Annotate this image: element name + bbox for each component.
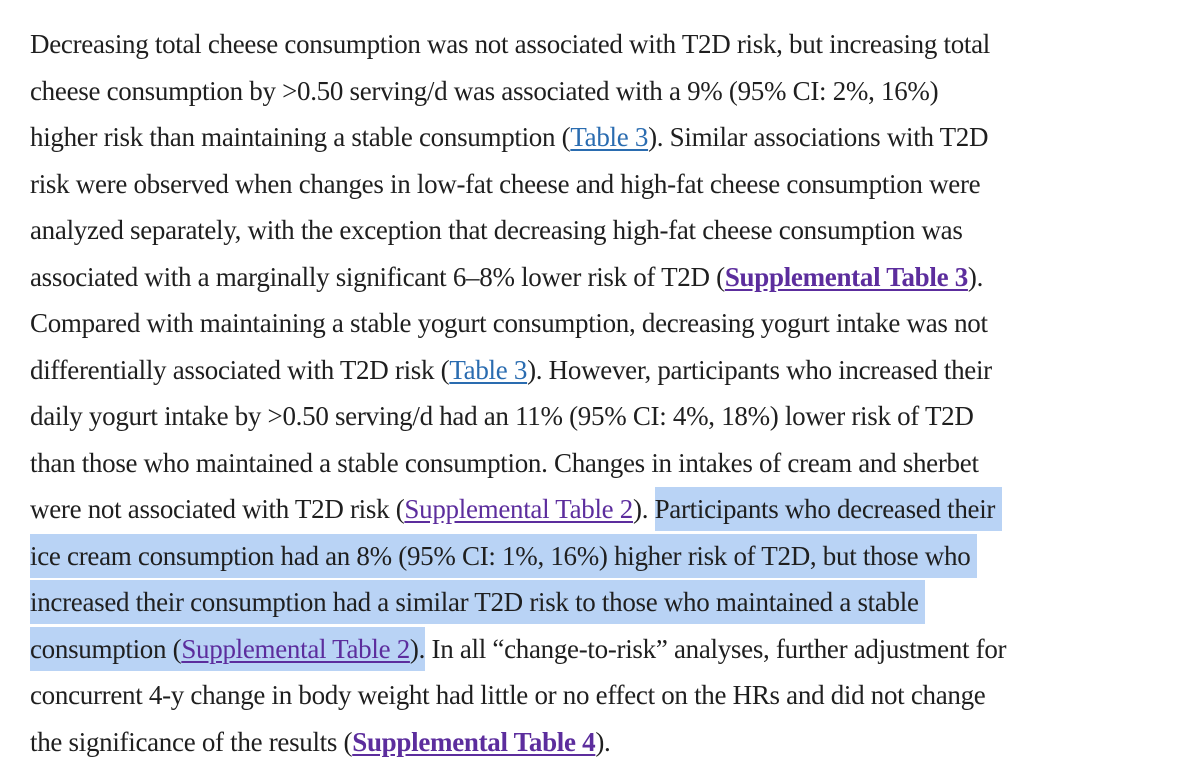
text-segment: ). However, participants who increased t… bbox=[527, 354, 992, 385]
text-segment: concurrent 4-y change in body weight had… bbox=[30, 680, 986, 710]
text-segment: Decreasing total cheese consumption was … bbox=[30, 29, 991, 59]
text-segment: the significance of the results ( bbox=[30, 726, 353, 757]
text-line: daily yogurt intake by >0.50 serving/d h… bbox=[30, 393, 1172, 440]
text-segment: were not associated with T2D risk ( bbox=[30, 494, 405, 524]
text-line: cheese consumption by >0.50 serving/d wa… bbox=[30, 68, 1172, 115]
text-segment: than those who maintained a stable consu… bbox=[30, 447, 979, 478]
text-segment: Compared with maintaining a stable yogur… bbox=[30, 308, 988, 338]
table-3-link-2[interactable]: Table 3 bbox=[449, 354, 528, 385]
supplemental-table-4-link[interactable]: Supplemental Table 4 bbox=[352, 726, 596, 757]
highlighted-text-segment: ice cream consumption had an 8% (95% CI:… bbox=[30, 533, 977, 578]
text-segment: daily yogurt intake by >0.50 serving/d h… bbox=[30, 401, 974, 431]
text-segment: cheese consumption by >0.50 serving/d wa… bbox=[30, 75, 939, 106]
text-segment: ). bbox=[633, 494, 655, 524]
text-line: increased their consumption had a simila… bbox=[30, 579, 1172, 626]
text-line: risk were observed when changes in low-f… bbox=[30, 161, 1172, 208]
paragraph: Decreasing total cheese consumption was … bbox=[30, 21, 1172, 765]
text-segment: ). Similar associations with T2D bbox=[648, 122, 989, 152]
supplemental-table-2-link-1[interactable]: Supplemental Table 2 bbox=[404, 494, 633, 524]
text-segment: In all “change-to-risk” analyses, furthe… bbox=[425, 633, 1007, 664]
text-line: consumption (Supplemental Table 2). In a… bbox=[30, 626, 1172, 673]
text-segment: differentially associated with T2D risk … bbox=[30, 354, 450, 385]
text-segment: higher risk than maintaining a stable co… bbox=[30, 122, 571, 152]
text-line: the significance of the results (Supplem… bbox=[30, 719, 1172, 766]
text-segment: analyzed separately, with the exception … bbox=[30, 215, 963, 245]
highlighted-text-segment: increased their consumption had a simila… bbox=[30, 580, 926, 624]
text-segment: risk were observed when changes in low-f… bbox=[30, 168, 981, 199]
text-line: than those who maintained a stable consu… bbox=[30, 440, 1172, 487]
text-segment: associated with a marginally significant… bbox=[30, 261, 725, 292]
text-line: analyzed separately, with the exception … bbox=[30, 207, 1172, 254]
text-line: ice cream consumption had an 8% (95% CI:… bbox=[30, 533, 1172, 580]
supplemental-table-3-link[interactable]: Supplemental Table 3 bbox=[724, 261, 968, 292]
text-segment: ). bbox=[595, 726, 611, 757]
text-line: were not associated with T2D risk (Suppl… bbox=[30, 486, 1172, 533]
text-line: associated with a marginally significant… bbox=[30, 254, 1172, 301]
text-segment: ). bbox=[967, 261, 984, 292]
highlighted-text-segment: consumption ( bbox=[30, 626, 182, 671]
text-line: differentially associated with T2D risk … bbox=[30, 347, 1172, 394]
text-line: concurrent 4-y change in body weight had… bbox=[30, 672, 1172, 719]
text-line: Decreasing total cheese consumption was … bbox=[30, 21, 1172, 68]
highlighted-text-segment: Participants who decreased their bbox=[654, 487, 1002, 531]
table-3-link-1[interactable]: Table 3 bbox=[570, 122, 649, 152]
text-line: Compared with maintaining a stable yogur… bbox=[30, 300, 1172, 347]
highlighted-text-segment: ). bbox=[409, 626, 425, 671]
text-line: higher risk than maintaining a stable co… bbox=[30, 114, 1172, 161]
supplemental-table-2-link-2[interactable]: Supplemental Table 2 bbox=[181, 626, 410, 671]
